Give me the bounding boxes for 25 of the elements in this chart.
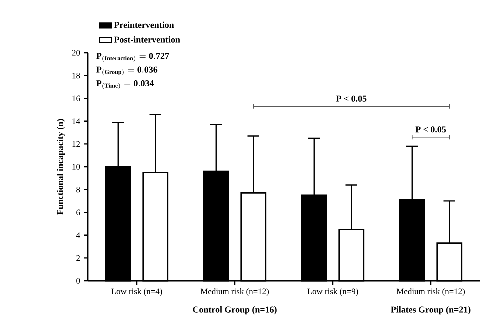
y-tick-label: 12 bbox=[72, 141, 80, 148]
text: Pilates Group (n=21) bbox=[391, 306, 471, 315]
annotation: $\mathbf{P_{(Group)} = 0.036}$ bbox=[96, 66, 158, 76]
legend-label: Preintervention bbox=[114, 22, 174, 28]
x-tick-label: Low risk (n=4) bbox=[112, 288, 162, 296]
y-tick-label: 18 bbox=[72, 72, 80, 79]
y-axis-title: Functional incapacity (n) bbox=[57, 119, 66, 215]
text: Control Group (n=16) bbox=[193, 306, 277, 315]
x-tick-label: Medium risk (n=12) bbox=[200, 288, 270, 296]
y-tick-label: 20 bbox=[72, 50, 80, 56]
y-tick-label: 14 bbox=[72, 118, 80, 124]
y-tick-label: 0 bbox=[76, 278, 80, 284]
y-tick-label: 6 bbox=[76, 210, 80, 216]
y-tick-label: 4 bbox=[76, 232, 80, 238]
x-tick-label: Medium risk (n=12) bbox=[396, 288, 466, 296]
y-tick-label: 8 bbox=[76, 186, 80, 193]
y-tick-label: 10 bbox=[72, 164, 80, 170]
annotation: P < 0.05 bbox=[416, 126, 446, 133]
annotation: P < 0.05 bbox=[336, 96, 367, 102]
annotation: $\mathbf{P_{(Interaction)} = 0.727}$ bbox=[96, 53, 170, 62]
legend-label: Post-intervention bbox=[114, 36, 180, 43]
y-tick-label: 16 bbox=[72, 96, 80, 102]
annotation: $\mathbf{P_{(Time)} = 0.034}$ bbox=[96, 80, 154, 90]
x-tick-label: Low risk (n=9) bbox=[308, 288, 358, 296]
y-tick-label: 2 bbox=[76, 255, 80, 262]
